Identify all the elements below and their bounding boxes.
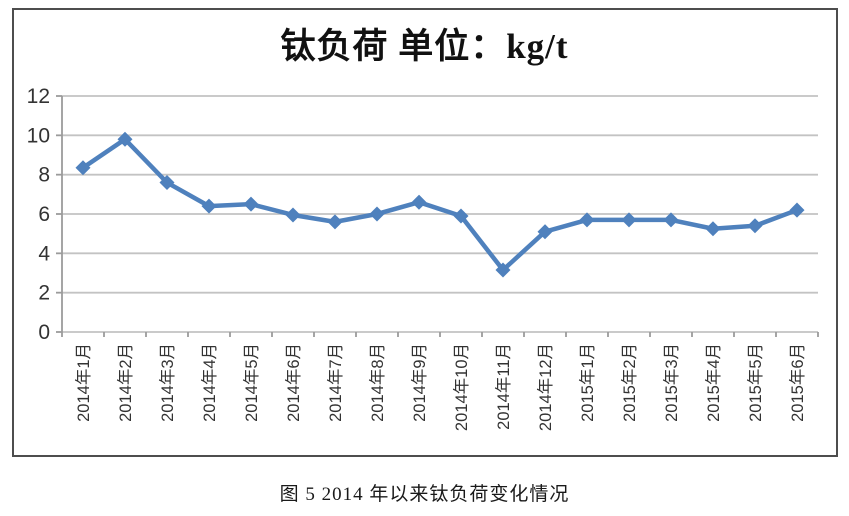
data-point-marker	[579, 212, 595, 228]
x-axis-label: 2014年1月	[74, 343, 93, 422]
x-axis-label: 2014年8月	[368, 343, 387, 422]
data-point-marker	[369, 206, 385, 222]
data-point-marker	[243, 196, 259, 212]
data-point-marker	[159, 175, 175, 191]
x-axis-label: 2014年4月	[200, 343, 219, 422]
x-axis-label: 2014年6月	[284, 343, 303, 422]
y-axis-label: 12	[27, 85, 50, 108]
data-point-marker	[117, 131, 133, 147]
data-point-marker	[705, 221, 721, 237]
data-point-marker	[453, 208, 469, 224]
data-point-marker	[201, 198, 217, 214]
y-axis-label: 0	[38, 321, 50, 344]
data-point-marker	[621, 212, 637, 228]
x-axis-label: 2014年3月	[158, 343, 177, 422]
x-axis-label: 2015年2月	[620, 343, 639, 422]
chart-title: 钛负荷 单位：kg/t	[280, 27, 569, 66]
x-axis-label: 2015年5月	[746, 343, 765, 422]
chart-frame	[12, 8, 838, 457]
x-axis-label: 2014年11月	[494, 343, 513, 430]
data-point-marker	[75, 160, 91, 176]
x-axis-label: 2015年1月	[578, 343, 597, 422]
y-axis-label: 4	[38, 242, 50, 265]
data-point-marker	[411, 194, 427, 210]
data-point-marker	[495, 262, 511, 278]
data-point-marker	[789, 202, 805, 218]
figure-caption: 图 5 2014 年以来钛负荷变化情况	[279, 484, 570, 505]
y-axis-label: 8	[38, 164, 50, 187]
y-axis-label: 6	[38, 203, 50, 226]
series-line	[80, 137, 800, 273]
x-axis-label: 2014年9月	[410, 343, 429, 422]
x-axis-label: 2015年3月	[662, 343, 681, 422]
data-point-marker	[285, 207, 301, 223]
x-axis-label: 2015年6月	[788, 343, 807, 422]
x-axis-label: 2014年10月	[452, 343, 471, 431]
x-axis-label: 2014年5月	[242, 343, 261, 422]
x-axis-label: 2014年7月	[326, 343, 345, 422]
x-axis-label: 2014年12月	[536, 343, 555, 431]
y-axis-label: 10	[27, 124, 50, 147]
x-axis-label: 2015年4月	[704, 343, 723, 422]
x-axis-label: 2014年2月	[116, 343, 135, 422]
data-point-marker	[747, 218, 763, 234]
data-point-marker	[327, 214, 343, 230]
data-point-marker	[663, 212, 679, 228]
data-point-marker	[537, 224, 553, 240]
y-axis-label: 2	[38, 282, 50, 305]
